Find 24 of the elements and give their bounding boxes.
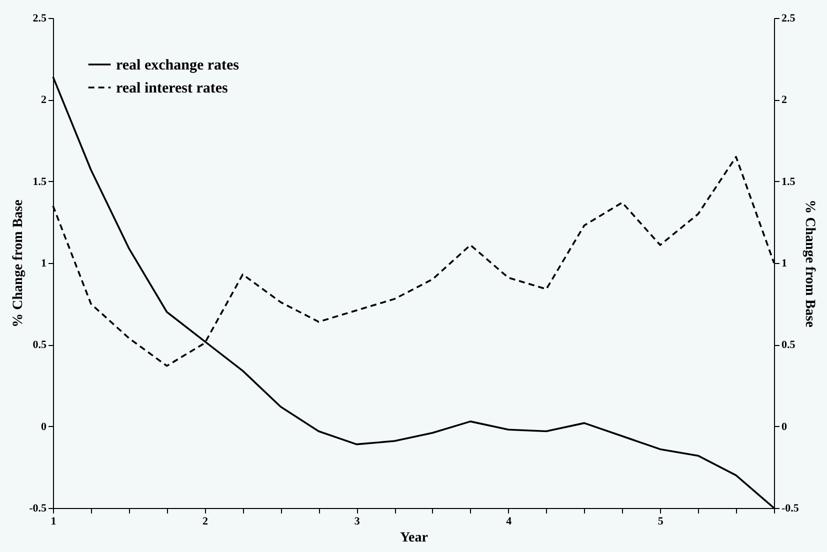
- y-tick-label: 2.5: [32, 12, 47, 24]
- y-tick-label: 0.5: [32, 339, 47, 352]
- y2-tick-label: 0.5: [782, 339, 796, 352]
- y-axis-title: % Change from Base: [11, 200, 26, 328]
- y2-axis-title: % Change from Base: [802, 200, 817, 328]
- x-tick-label: 2: [202, 516, 209, 528]
- x-tick-label: 3: [354, 516, 360, 528]
- x-tick-label: 4: [506, 516, 512, 528]
- x-tick-label: 1: [50, 516, 56, 528]
- y2-tick-label: 2: [782, 94, 788, 106]
- legend-label: real interest rates: [116, 80, 228, 96]
- y-tick-label: 1.5: [32, 176, 47, 188]
- y-tick-label: -0.5: [29, 502, 47, 514]
- y2-tick-label: 1: [782, 258, 787, 270]
- y2-tick-label: 2.5: [782, 12, 796, 24]
- x-tick-label: 5: [658, 516, 664, 528]
- y2-tick-label: 1.5: [782, 176, 796, 188]
- y-tick-label: 2: [41, 94, 47, 106]
- y-tick-label: 1: [41, 258, 46, 270]
- y2-tick-label: 0: [782, 420, 788, 433]
- y-tick-label: 0: [41, 420, 47, 433]
- x-axis-title: Year: [400, 530, 428, 546]
- legend-label: real exchange rates: [116, 58, 240, 74]
- y2-tick-label: -0.5: [782, 502, 800, 514]
